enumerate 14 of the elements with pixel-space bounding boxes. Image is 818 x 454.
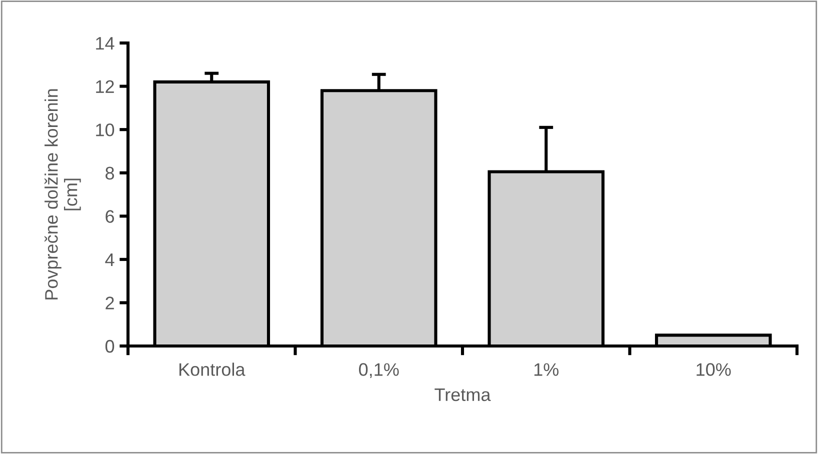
y-tick-label: 8: [106, 166, 114, 180]
x-axis-title: Tretma: [434, 388, 491, 402]
y-tick-label: 10: [96, 124, 114, 136]
y-axis-title: Povprečne dolžine korenin [cm]: [44, 89, 81, 300]
x-tick-label: 0,1%: [359, 363, 399, 378]
y-tick-label: 12: [96, 80, 114, 93]
y-tick-label: 6: [106, 210, 114, 223]
x-tick-label: 10%: [696, 363, 731, 376]
y-tick-label: 0: [105, 340, 114, 353]
y-tick-label: 4: [105, 254, 114, 266]
y-tick-label: 14: [96, 37, 114, 50]
x-tick-label: Kontrola: [179, 362, 246, 376]
y-tick-label: 2: [106, 296, 114, 310]
x-tick-label: 1%: [534, 363, 559, 376]
